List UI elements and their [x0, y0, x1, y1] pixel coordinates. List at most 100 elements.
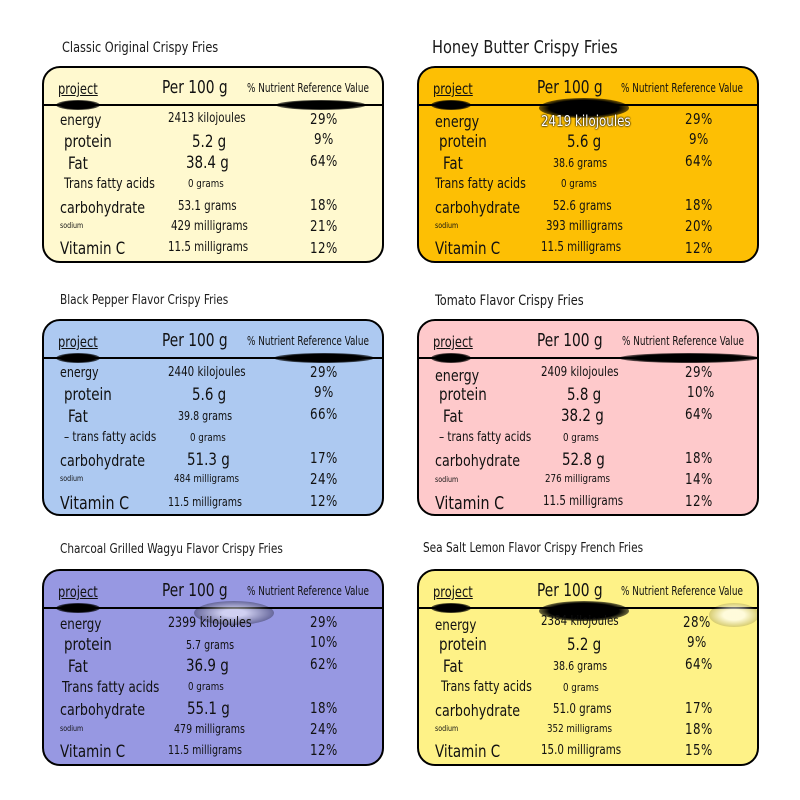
panel-title: Black Pepper Flavor Crispy Fries: [60, 293, 229, 308]
nutrition-card: project Per 100 g % Nutrient Reference V…: [417, 66, 759, 263]
vitamin-c-label: Vitamin C: [435, 239, 501, 259]
fat-pct: 64%: [685, 405, 713, 423]
vitamin-c-value: 11.5 milligrams: [168, 743, 242, 757]
protein-value: 5.2 g: [192, 132, 227, 152]
header-project: project: [58, 333, 98, 351]
trans-fat-value: 0 grams: [188, 177, 224, 190]
vitamin-c-value: 11.5 milligrams: [541, 240, 622, 255]
vitamin-c-label: Vitamin C: [60, 239, 126, 259]
sodium-pct: 18%: [685, 720, 713, 738]
header-nrv: % Nutrient Reference Value: [621, 81, 743, 95]
protein-label: protein: [64, 132, 112, 152]
sodium-pct: 24%: [310, 470, 338, 488]
energy-pct: 28%: [683, 613, 711, 631]
energy-pct: 29%: [685, 363, 713, 381]
protein-label: protein: [439, 635, 487, 655]
fat-pct: 64%: [685, 655, 713, 673]
carbohydrate-label: carbohydrate: [435, 198, 521, 217]
card-header: project Per 100 g % Nutrient Reference V…: [44, 321, 382, 363]
vitamin-c-pct: 12%: [310, 239, 338, 257]
protein-value: 5.8 g: [567, 385, 602, 405]
fat-pct: 64%: [310, 152, 338, 170]
energy-value: 2419 kilojoules: [541, 112, 631, 130]
energy-value: 2413 kilojoules: [168, 111, 246, 126]
energy-label: energy: [60, 365, 99, 381]
header-nrv: % Nutrient Reference Value: [622, 334, 744, 348]
energy-label: energy: [435, 616, 477, 634]
sodium-pct: 20%: [685, 217, 713, 235]
fat-value: 38.2 g: [561, 406, 604, 426]
card-header: project Per 100 g % Nutrient Reference V…: [44, 68, 382, 110]
vitamin-c-pct: 12%: [310, 741, 338, 759]
header-nrv: % Nutrient Reference Value: [247, 334, 369, 348]
fat-value: 38.6 grams: [553, 156, 608, 170]
protein-pct: 9%: [314, 130, 334, 148]
nutrition-card: project Per 100 g % Nutrient Reference V…: [42, 319, 384, 516]
trans-fat-label: Trans fatty acids: [62, 678, 160, 696]
header-project: project: [58, 583, 98, 601]
vitamin-c-label: Vitamin C: [60, 493, 130, 514]
header-per-100g: Per 100 g: [537, 580, 603, 601]
vitamin-c-value: 11.5 milligrams: [543, 494, 624, 509]
trans-fat-label: Trans fatty acids: [441, 679, 532, 695]
energy-pct: 29%: [310, 110, 338, 128]
protein-label: protein: [64, 385, 112, 405]
vitamin-c-pct: 12%: [310, 492, 338, 510]
protein-value: 5.7 grams: [186, 638, 235, 652]
fat-value: 39.8 grams: [178, 409, 233, 423]
trans-fat-value: 0 grams: [563, 431, 599, 444]
carbohydrate-label: carbohydrate: [60, 700, 146, 719]
vitamin-c-value: 11.5 milligrams: [168, 495, 242, 509]
header-per-100g: Per 100 g: [162, 77, 228, 98]
vitamin-c-value: 11.5 milligrams: [168, 240, 249, 255]
vitamin-c-label: Vitamin C: [60, 742, 126, 762]
protein-value: 5.6 g: [192, 385, 227, 405]
fat-pct: 64%: [685, 152, 713, 170]
fat-label: Fat: [68, 154, 88, 174]
carbohydrate-pct: 18%: [310, 699, 338, 717]
energy-pct: 29%: [685, 110, 713, 128]
sodium-value: 352 milligrams: [547, 722, 613, 735]
fat-label: Fat: [68, 407, 88, 427]
vitamin-c-label: Vitamin C: [435, 742, 501, 762]
header-nrv: % Nutrient Reference Value: [621, 584, 743, 598]
header-per-100g: Per 100 g: [162, 580, 228, 601]
panel-title: Classic Original Crispy Fries: [62, 40, 219, 56]
carbohydrate-label: carbohydrate: [60, 198, 146, 217]
energy-pct: 29%: [310, 363, 338, 381]
carbohydrate-value: 52.8 g: [562, 450, 605, 470]
sodium-label: sodium: [60, 221, 84, 230]
sodium-label: sodium: [435, 724, 459, 733]
protein-value: 5.6 g: [567, 132, 602, 152]
carbohydrate-value: 51.0 grams: [553, 702, 612, 717]
sodium-label: sodium: [435, 475, 459, 484]
nutrition-card: project Per 100 g % Nutrient Reference V…: [417, 319, 759, 516]
carbohydrate-pct: 18%: [685, 196, 713, 214]
card-header: project Per 100 g % Nutrient Reference V…: [419, 321, 757, 363]
sodium-label: sodium: [60, 474, 84, 483]
protein-label: protein: [439, 385, 487, 405]
carbohydrate-value: 53.1 grams: [178, 199, 237, 214]
energy-value: 2384 kilojoules: [541, 614, 619, 629]
fat-label: Fat: [68, 657, 88, 677]
card-header: project Per 100 g % Nutrient Reference V…: [419, 68, 757, 118]
protein-pct: 10%: [310, 633, 338, 651]
sodium-label: sodium: [60, 724, 84, 733]
fat-value: 38.6 grams: [553, 659, 608, 673]
header-nrv: % Nutrient Reference Value: [247, 584, 369, 598]
protein-pct: 9%: [687, 633, 707, 651]
sodium-pct: 14%: [685, 470, 713, 488]
energy-label: energy: [60, 615, 102, 633]
card-header: project Per 100 g % Nutrient Reference V…: [44, 571, 382, 625]
header-per-100g: Per 100 g: [537, 77, 603, 98]
sodium-pct: 24%: [310, 720, 338, 738]
fat-label: Fat: [443, 154, 463, 174]
sodium-pct: 21%: [310, 217, 338, 235]
fat-value: 38.4 g: [186, 153, 229, 173]
carbohydrate-value: 51.3 g: [187, 450, 230, 470]
fat-label: Fat: [443, 407, 463, 427]
carbohydrate-value: 55.1 g: [187, 699, 230, 719]
energy-label: energy: [435, 366, 480, 385]
protein-pct: 9%: [314, 383, 334, 401]
sodium-value: 484 milligrams: [174, 472, 240, 485]
